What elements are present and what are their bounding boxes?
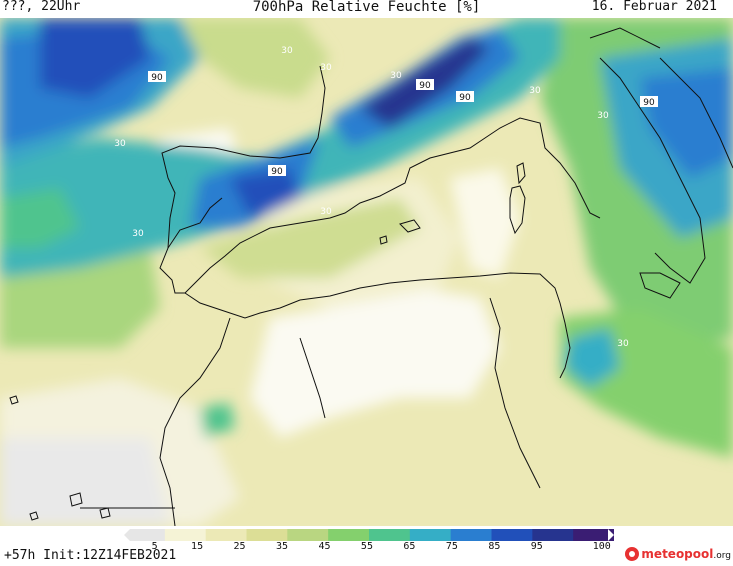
scale-swatch <box>450 529 492 541</box>
contour-label: 90 <box>419 81 431 91</box>
scale-tick-label: 85 <box>488 541 501 552</box>
humidity-map: 90 90 90 90 90 30 30 30 30 30 30 30 30 3… <box>0 18 733 526</box>
contour-label: 30 <box>132 229 144 239</box>
scale-tick-label: 25 <box>233 541 246 552</box>
map-title: 700hPa Relative Feuchte [%] <box>252 0 481 15</box>
scale-tick-label: 95 <box>530 541 543 552</box>
scale-swatch <box>573 529 614 541</box>
contour-labels: 90 90 90 90 90 30 30 30 30 30 30 30 30 3… <box>114 46 658 349</box>
contour-label: 30 <box>320 207 332 217</box>
scale-arrow-right <box>608 529 614 541</box>
logo-main: meteopool <box>641 547 714 561</box>
contour-label: 30 <box>281 46 293 56</box>
header-bar: ???, 22Uhr 700hPa Relative Feuchte [%] 1… <box>0 0 733 18</box>
scale-swatch <box>287 529 329 541</box>
scale-swatch <box>205 529 247 541</box>
scale-swatch <box>246 529 288 541</box>
contour-label: 90 <box>459 93 471 103</box>
contour-label: 30 <box>114 139 126 149</box>
logo-icon <box>625 547 640 561</box>
scale-tick-label: 65 <box>403 541 416 552</box>
scale-swatch <box>124 529 166 541</box>
color-scale-bar <box>124 529 614 541</box>
scale-tick-label: 75 <box>445 541 458 552</box>
scale-swatch <box>409 529 452 541</box>
scale-swatch <box>328 529 370 541</box>
scale-swatch <box>532 529 574 541</box>
footer-bar: 5 15 25 35 45 55 65 75 85 95 100 +57h Init:12Z14FE… <box>0 526 733 566</box>
scale-tick-label: 5 <box>151 541 158 552</box>
contour-label: 90 <box>151 73 163 83</box>
scale-swatch <box>369 529 411 541</box>
contour-label: 30 <box>320 63 332 73</box>
logo-tld: .org <box>713 551 731 561</box>
contour-label: 30 <box>529 86 541 96</box>
contour-label: 30 <box>617 339 629 349</box>
contour-label: 30 <box>390 71 402 81</box>
contour-label: 90 <box>271 167 283 177</box>
forecast-run-label: +57h Init:12Z14FEB2021 <box>4 548 177 563</box>
scale-swatch <box>491 529 533 541</box>
coastlines <box>9 27 733 526</box>
scale-tick-label: 35 <box>275 541 289 552</box>
date-label: 16. Februar 2021 <box>591 0 717 14</box>
contour-label: 90 <box>643 98 655 108</box>
scale-swatch <box>164 529 207 541</box>
scale-tick-label: 15 <box>191 541 204 552</box>
contour-label: 30 <box>597 111 609 121</box>
scale-tick-label: 55 <box>360 541 373 552</box>
meteopool-logo[interactable]: meteopool.org <box>625 544 731 564</box>
scale-tick-label: 45 <box>318 541 331 552</box>
valid-time-label: ???, 22Uhr <box>2 0 81 14</box>
logo-text: meteopool.org <box>641 547 731 561</box>
scale-arrow-left <box>124 529 130 541</box>
scale-tick-label: 100 <box>592 541 611 552</box>
